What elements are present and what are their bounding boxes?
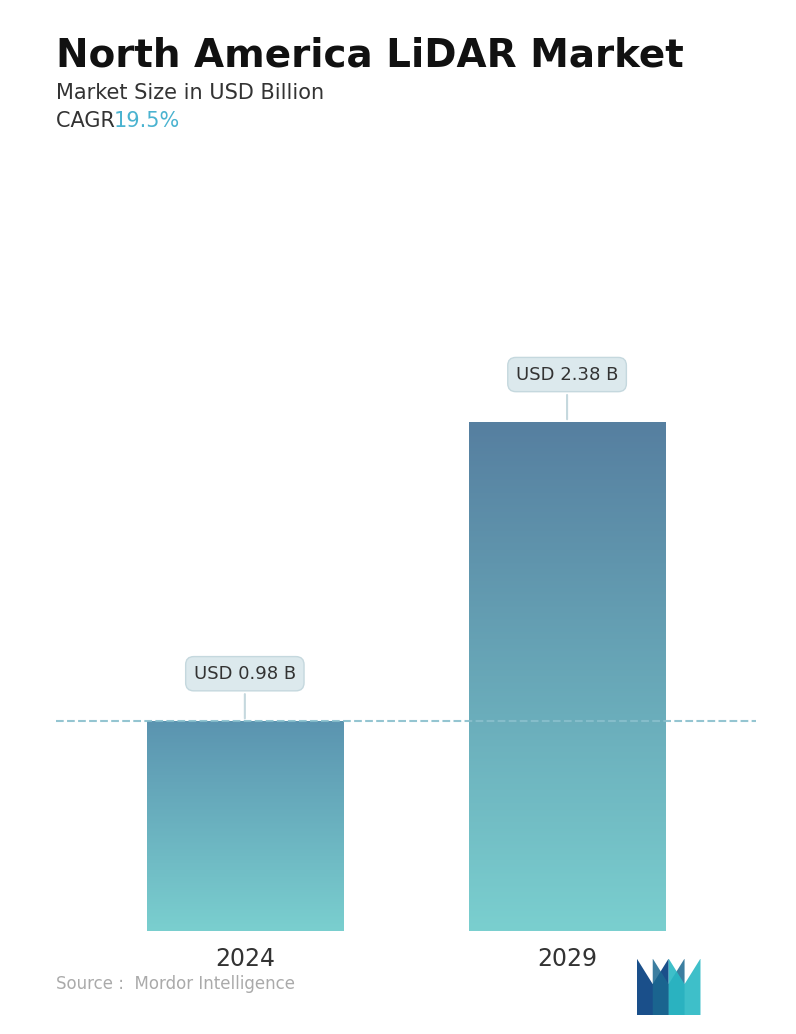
- Polygon shape: [637, 959, 669, 1015]
- Text: CAGR: CAGR: [56, 111, 121, 130]
- Polygon shape: [669, 959, 700, 1015]
- Text: Source :  Mordor Intelligence: Source : Mordor Intelligence: [56, 975, 295, 993]
- Text: 19.5%: 19.5%: [114, 111, 180, 130]
- Text: Market Size in USD Billion: Market Size in USD Billion: [56, 83, 324, 102]
- Text: North America LiDAR Market: North America LiDAR Market: [56, 36, 684, 74]
- Polygon shape: [653, 959, 685, 1015]
- Text: USD 0.98 B: USD 0.98 B: [193, 665, 296, 719]
- Text: USD 2.38 B: USD 2.38 B: [516, 366, 618, 419]
